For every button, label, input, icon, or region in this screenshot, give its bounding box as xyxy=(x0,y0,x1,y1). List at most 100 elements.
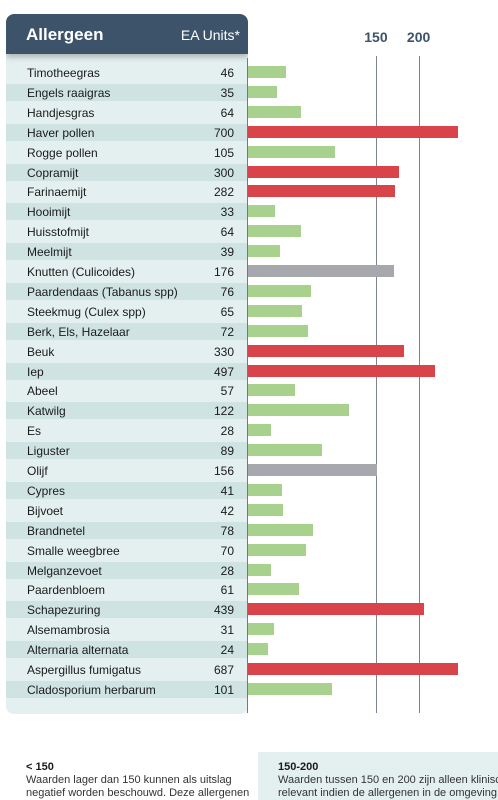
allergen-name: Engels raaigras xyxy=(27,85,111,100)
allergen-value: 330 xyxy=(213,344,234,359)
allergen-value: 35 xyxy=(220,85,234,100)
table-row: Rogge pollen 105 xyxy=(6,144,248,161)
table-row: Smalle weegbree 70 xyxy=(6,542,248,559)
legend-low-title: < 150 xyxy=(26,761,54,773)
allergen-name: Beuk xyxy=(27,344,55,359)
header-title: Allergeen xyxy=(26,25,104,44)
bar-katwilg xyxy=(248,404,350,417)
allergen-name: Rogge pollen xyxy=(27,145,98,160)
bar-abeel xyxy=(248,384,296,397)
table-row: Iep 497 xyxy=(6,362,248,380)
bar-rogge-pollen xyxy=(248,145,336,158)
allergen-value: 42 xyxy=(220,503,234,518)
bar-hooimijt xyxy=(248,205,276,218)
allergen-name: Meelmijt xyxy=(27,245,72,260)
allergen-value: 64 xyxy=(220,225,234,240)
bar-cladosporium-herbarum xyxy=(248,682,332,695)
table-row: Farinaemijt 282 xyxy=(6,183,248,200)
allergen-value: 46 xyxy=(220,66,234,80)
allergen-name: Paardenbloem xyxy=(27,583,106,598)
bar-haver-pollen xyxy=(248,125,458,138)
table-row: Huisstofmijt 64 xyxy=(6,223,248,240)
table-row: Beuk 330 xyxy=(6,343,248,360)
allergen-value: 65 xyxy=(220,304,234,319)
legend-low-text: Waarden lager dan 150 kunnen als uitslag… xyxy=(26,774,250,799)
bar-knutten-culicoides xyxy=(248,265,395,277)
reference-line-200 xyxy=(418,56,420,713)
bar-huisstofmijt xyxy=(248,225,302,238)
bar-es xyxy=(248,424,272,437)
allergen-name: Liguster xyxy=(27,444,70,459)
bar-iep xyxy=(248,364,435,377)
bar-bijvoet xyxy=(248,503,283,516)
table-row: Knutten (Culicoides) 176 xyxy=(6,263,248,280)
allergen-name: Alsemambrosia xyxy=(27,623,110,638)
allergen-name: Knutten (Culicoides) xyxy=(27,265,136,279)
table-header: Allergeen EA Units* xyxy=(6,14,248,54)
bar-cypres xyxy=(248,483,283,496)
table-row: Alternaria alternata 24 xyxy=(6,641,248,659)
allergen-value: 105 xyxy=(213,145,234,160)
allergen-value: 687 xyxy=(213,663,234,677)
allergen-name: Steekmug (Culex spp) xyxy=(27,304,146,319)
allergen-name: Bijvoet xyxy=(27,503,64,518)
allergen-value: 497 xyxy=(213,364,234,379)
chart-axis-line xyxy=(247,58,248,713)
allergen-value: 300 xyxy=(213,165,234,180)
allergen-value: 89 xyxy=(220,444,234,459)
allergen-value: 101 xyxy=(213,682,234,697)
allergen-value: 78 xyxy=(220,523,234,538)
allergen-name: Melganzevoet xyxy=(27,563,102,578)
table-row: Brandnetel 78 xyxy=(6,521,248,539)
allergen-name: Hooimijt xyxy=(27,205,71,220)
allergen-value: 31 xyxy=(220,623,234,638)
table-row: Cladosporium herbarum 101 xyxy=(6,680,248,698)
table-row: Hooimijt 33 xyxy=(6,203,248,221)
reference-line-150 xyxy=(375,56,377,713)
table-row: Liguster 89 xyxy=(6,442,248,460)
table-row: Meelmijt 39 xyxy=(6,243,248,261)
allergen-name: Aspergillus fumigatus xyxy=(27,663,142,677)
legend-mid-title: 150-200 xyxy=(278,761,319,773)
legend-low: < 150 Waarden lager dan 150 kunnen als u… xyxy=(6,752,250,800)
bar-paardenbloem xyxy=(248,583,299,596)
bar-beuk xyxy=(248,344,405,357)
bar-schapezuring xyxy=(248,603,425,616)
allergen-name: Smalle weegbree xyxy=(27,543,120,558)
bar-olijf xyxy=(248,464,378,476)
allergen-value: 64 xyxy=(220,105,234,120)
header-units: EA Units* xyxy=(180,27,240,43)
allergen-name: Katwilg xyxy=(27,404,66,419)
bar-smalle-weegbree xyxy=(248,543,307,556)
table-row: Olijf 156 xyxy=(6,462,248,479)
allergen-name: Haver pollen xyxy=(27,125,95,140)
allergen-value: 57 xyxy=(220,384,234,399)
bar-engels-raaigras xyxy=(248,85,278,98)
table-row: Bijvoet 42 xyxy=(6,502,248,519)
bar-handjesgras xyxy=(248,105,302,118)
legend-mid: 150-200 Waarden tussen 150 en 200 zijn a… xyxy=(258,752,498,800)
allergen-name: Farinaemijt xyxy=(27,185,87,200)
bar-copramijt xyxy=(248,165,399,178)
allergen-value: 439 xyxy=(213,603,234,618)
allergen-name: Cladosporium herbarum xyxy=(27,682,156,697)
allergen-value: 156 xyxy=(213,464,234,478)
allergen-value: 24 xyxy=(220,643,234,658)
table-row: Es 28 xyxy=(6,422,248,439)
allergen-name: Alternaria alternata xyxy=(27,643,129,658)
reference-label-200: 200 xyxy=(406,29,431,45)
table-row: Timotheegras 46 xyxy=(6,64,248,81)
allergen-name: Iep xyxy=(27,364,44,379)
table-row: Schapezuring 439 xyxy=(6,601,248,619)
bar-liguster xyxy=(248,444,322,457)
allergen-name: Timotheegras xyxy=(27,66,100,80)
bar-melganzevoet xyxy=(248,563,272,576)
table-row: Copramijt 300 xyxy=(6,163,248,181)
bar-farinaemijt xyxy=(248,185,396,198)
table-row: Katwilg 122 xyxy=(6,402,248,420)
allergen-value: 33 xyxy=(220,205,234,220)
bar-paardendaas-tabanus-spp xyxy=(248,284,312,297)
bar-brandnetel xyxy=(248,523,313,536)
allergen-name: Es xyxy=(27,424,42,439)
table-row: Steekmug (Culex spp) 65 xyxy=(6,303,248,320)
